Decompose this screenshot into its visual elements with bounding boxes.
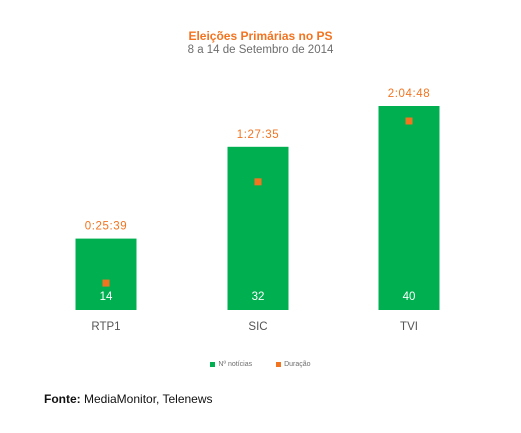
bar-rtp1 bbox=[75, 238, 137, 310]
x-tick-label-sic: SIC bbox=[248, 321, 267, 333]
x-tick-label-rtp1: RTP1 bbox=[91, 321, 120, 333]
duration-marker-tvi bbox=[405, 117, 413, 125]
bar-tvi bbox=[378, 106, 440, 310]
legend-swatch-duracao bbox=[276, 362, 282, 367]
legend-label-noticias: Nº notícias bbox=[218, 361, 253, 368]
source-label: Fonte: bbox=[44, 392, 81, 406]
duration-label-tvi: 2:04:48 bbox=[388, 88, 431, 100]
chart-subtitle: 8 a 14 de Setembro de 2014 bbox=[187, 44, 334, 56]
source-note: Fonte: MediaMonitor, Telenews bbox=[44, 392, 213, 406]
duration-label-sic: 1:27:35 bbox=[237, 129, 280, 141]
duration-marker-rtp1 bbox=[102, 279, 110, 287]
legend-item-noticias: Nº notícias bbox=[210, 361, 252, 368]
chart-legend: Nº notícias Duração bbox=[0, 361, 521, 368]
source-text: MediaMonitor, Telenews bbox=[84, 392, 213, 406]
legend-label-duracao: Duração bbox=[284, 361, 311, 368]
bar-value-label-tvi: 40 bbox=[403, 291, 416, 303]
duration-marker-sic bbox=[254, 178, 262, 186]
legend-swatch-noticias bbox=[210, 362, 216, 367]
bar-sic bbox=[227, 146, 289, 310]
chart-title: Eleições Primárias no PS bbox=[188, 29, 333, 43]
x-tick-label-tvi: TVI bbox=[400, 321, 418, 333]
duration-label-rtp1: 0:25:39 bbox=[85, 221, 128, 233]
legend-item-duracao: Duração bbox=[276, 361, 311, 368]
bar-value-label-rtp1: 14 bbox=[100, 291, 113, 303]
bar-value-label-sic: 32 bbox=[252, 291, 265, 303]
